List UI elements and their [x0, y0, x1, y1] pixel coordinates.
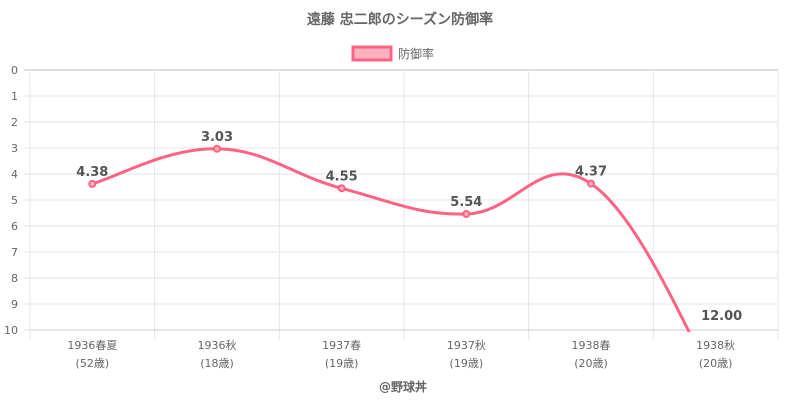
y-tick-label: 5: [11, 194, 18, 207]
data-point: [587, 179, 595, 188]
data-label: 12.00: [701, 309, 742, 324]
legend-swatch: [351, 45, 393, 62]
x-tick-label: (20歳): [574, 357, 608, 370]
legend[interactable]: 防御率: [351, 45, 434, 62]
data-label: 4.55: [326, 169, 358, 184]
data-point: [88, 179, 97, 188]
y-tick-label: 6: [11, 220, 18, 233]
y-tick-label: 7: [11, 246, 18, 259]
data-label: 3.03: [201, 130, 233, 145]
x-tick-label: 1938春: [572, 339, 611, 352]
x-tick-label: (20歳): [699, 357, 733, 370]
x-axis: 1936春夏 (52歳) 1936秋 (18歳) 1937春 (19歳) 1937秋 (19歳…: [67, 338, 735, 370]
y-tick-label: 9: [11, 298, 18, 311]
x-tick-label: 1936秋: [198, 338, 237, 352]
data-label: 4.37: [575, 165, 607, 180]
chart-title: 遠藤 忠二郎のシーズン防御率: [307, 11, 493, 28]
data-point: [213, 144, 221, 153]
y-tick-label: 1: [11, 90, 18, 103]
credit: @野球丼: [379, 379, 427, 394]
series-line: [91, 147, 691, 332]
legend-label: 防御率: [398, 46, 434, 61]
data-label: 4.38: [76, 165, 108, 180]
y-tick-label: 0: [11, 64, 18, 77]
y-axis: 0 1 2 3 4 5 6 7 8 9 10: [4, 64, 18, 337]
x-tick-label: 1937秋: [447, 338, 486, 352]
y-tick-label: 4: [11, 168, 18, 181]
x-tick-label: (18歳): [200, 357, 234, 370]
y-tick-label: 2: [11, 116, 18, 129]
data-point: [337, 184, 346, 193]
x-tick-label: (19歳): [325, 357, 359, 370]
x-tick-label: (52歳): [76, 357, 110, 370]
x-tick-label: 1938秋: [696, 338, 735, 352]
data-point: [462, 210, 471, 219]
grid: [24, 69, 779, 340]
y-tick-label: 10: [4, 324, 18, 337]
y-tick-label: 8: [11, 272, 18, 285]
x-tick-label: 1936春夏: [67, 339, 117, 352]
x-tick-label: (19歳): [450, 357, 484, 370]
data-label: 5.54: [450, 195, 482, 210]
y-tick-label: 3: [11, 142, 18, 155]
data-point: [713, 379, 719, 385]
data-labels: 4.38 3.03 4.55 5.54 4.37 12.00: [76, 130, 742, 324]
x-tick-label: 1937春: [322, 339, 361, 352]
